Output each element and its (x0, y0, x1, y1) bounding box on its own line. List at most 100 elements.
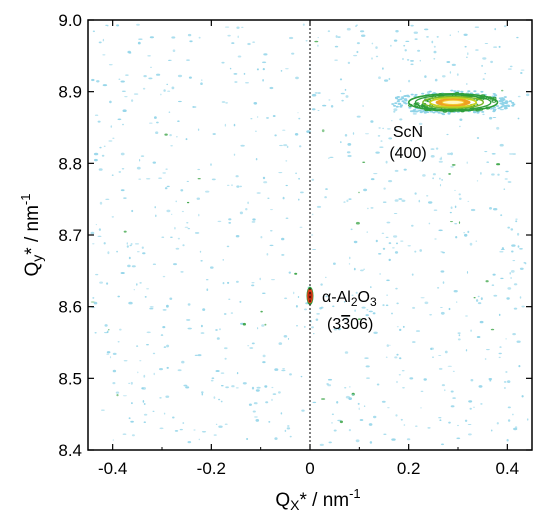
noise-speck (297, 112, 299, 114)
noise-speck (379, 146, 384, 148)
noise-speck (441, 443, 444, 446)
noise-speck (375, 55, 379, 58)
noise-speck (253, 102, 258, 105)
noise-speck (311, 178, 315, 181)
noise-speck (221, 101, 226, 103)
noise-speck (398, 198, 403, 200)
noise-speck (206, 288, 209, 292)
noise-speck (316, 313, 320, 315)
noise-speck (146, 331, 151, 334)
noise-speck (438, 229, 443, 232)
peak-halo-speck (493, 108, 497, 111)
noise-speck (94, 158, 98, 162)
noise-speck (235, 235, 240, 238)
noise-speck (457, 332, 461, 334)
noise-speck (256, 116, 259, 118)
noise-speck (406, 438, 411, 441)
noise-speck (283, 144, 288, 147)
noise-speck (263, 181, 268, 184)
noise-speck (215, 329, 218, 331)
peak-halo-speck (492, 93, 496, 95)
noise-speck (334, 59, 338, 61)
noise-speck (341, 99, 344, 102)
noise-speck (512, 413, 514, 416)
x-axis-title: QX* / nm-1 (275, 486, 360, 513)
peak-halo-speck (394, 102, 398, 104)
noise-speck (358, 407, 360, 411)
noise-speck (424, 75, 427, 78)
noise-speck (520, 69, 525, 71)
x-tick-label: 0.4 (496, 459, 520, 478)
noise-speck (224, 423, 228, 425)
noise-speck (396, 148, 399, 150)
noise-speck (355, 221, 360, 225)
noise-speck (439, 419, 442, 422)
noise-speck (353, 54, 358, 57)
noise-speck (516, 340, 521, 343)
noise-speck (500, 214, 503, 217)
noise-speck (419, 59, 421, 62)
noise-speck (92, 297, 95, 299)
noise-speck (458, 221, 461, 225)
noise-speck (434, 78, 438, 82)
noise-speck (518, 365, 521, 368)
noise-speck (106, 353, 110, 355)
noise-speck (340, 92, 345, 95)
background-noise-layer (90, 23, 530, 446)
noise-speck (509, 272, 511, 275)
noise-speck (210, 266, 214, 269)
noise-speck (218, 398, 221, 401)
noise-speck (298, 198, 300, 201)
noise-speck (126, 242, 128, 245)
noise-speck (242, 322, 246, 326)
noise-speck (120, 272, 125, 274)
annotation-al2o3-label: α-Al2O3 (322, 289, 377, 309)
noise-speck (289, 373, 292, 376)
noise-speck (393, 110, 396, 113)
noise-speck (410, 140, 413, 142)
noise-speck (128, 256, 131, 260)
noise-speck (407, 245, 411, 247)
noise-speck (294, 133, 299, 136)
noise-speck (170, 145, 173, 147)
noise-speck (337, 419, 342, 422)
peak-halo-speck (408, 106, 412, 109)
noise-speck (99, 281, 103, 284)
noise-speck (476, 299, 479, 302)
noise-speck (448, 173, 451, 175)
noise-speck (430, 148, 435, 150)
noise-speck (270, 209, 273, 211)
noise-speck (467, 52, 469, 56)
peak-halo-speck (428, 90, 432, 93)
noise-speck (198, 438, 200, 441)
noise-speck (246, 438, 249, 440)
noise-speck (321, 398, 326, 400)
noise-speck (165, 395, 170, 398)
noise-speck (353, 267, 356, 271)
noise-speck (254, 416, 258, 418)
noise-speck (448, 421, 451, 424)
noise-speck (264, 323, 267, 326)
noise-speck (109, 356, 112, 359)
noise-speck (118, 78, 121, 80)
noise-speck (373, 173, 378, 175)
noise-speck (410, 60, 414, 62)
noise-speck (152, 263, 156, 265)
noise-speck (149, 36, 154, 39)
noise-speck (355, 25, 357, 27)
noise-speck (198, 36, 201, 39)
noise-speck (465, 349, 468, 352)
noise-speck (98, 41, 102, 44)
noise-speck (90, 301, 95, 303)
noise-speck (268, 421, 271, 423)
noise-speck (108, 329, 110, 331)
noise-speck (505, 338, 507, 340)
noise-speck (126, 245, 129, 248)
noise-speck (311, 326, 314, 329)
noise-speck (319, 443, 324, 446)
noise-speck (429, 314, 432, 316)
noise-speck (285, 184, 288, 187)
noise-speck (484, 151, 488, 153)
noise-speck (281, 369, 286, 372)
noise-speck (432, 177, 434, 180)
